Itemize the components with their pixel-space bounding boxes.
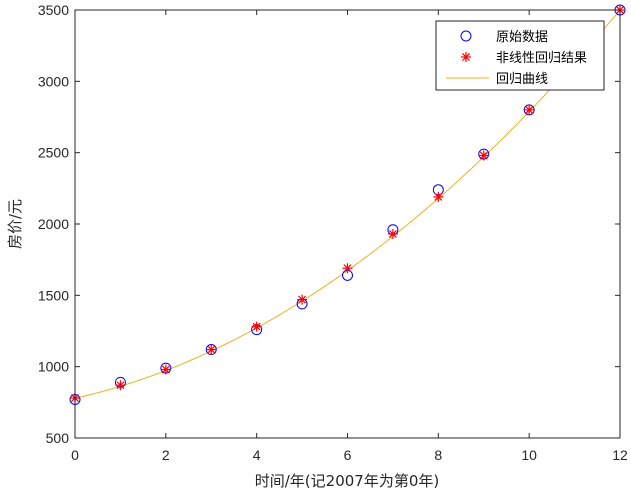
fitted-data-point <box>115 380 126 391</box>
legend-label-fitted: 非线性回归结果 <box>496 51 587 66</box>
y-tick-label: 2500 <box>38 145 69 161</box>
x-tick-label: 4 <box>253 447 261 463</box>
x-tick-label: 0 <box>71 447 79 463</box>
fitted-data-point <box>478 150 489 161</box>
y-tick-label: 3500 <box>38 2 69 18</box>
fitted-data-point <box>251 321 262 332</box>
y-tick-label: 3000 <box>38 73 69 89</box>
x-tick-label: 6 <box>344 447 352 463</box>
fitted-data-point <box>342 263 353 274</box>
axis-ticks: 0 2 4 6 8 10 12 500 1000 1500 2000 2500 3000 3500 <box>38 2 628 463</box>
fitted-data-point <box>524 104 535 115</box>
legend: 原始数据 非线性回归结果 回归曲线 <box>435 20 605 91</box>
fitted-data-point <box>206 344 217 355</box>
fitted-data-point <box>387 228 398 239</box>
legend-circle-marker <box>460 30 472 42</box>
y-tick-label: 1500 <box>38 287 69 303</box>
y-tick-label: 1000 <box>38 359 69 375</box>
fitted-data-point <box>160 364 171 375</box>
x-tick-label: 12 <box>612 447 628 463</box>
legend-asterisk-glyph <box>461 52 471 62</box>
y-tick-label: 2000 <box>38 216 69 232</box>
x-axis-label: 时间/年(记2007年为第0年) <box>255 472 439 490</box>
fitted-data-point <box>433 191 444 202</box>
x-tick-label: 8 <box>434 447 442 463</box>
fitted-data-point <box>297 294 308 305</box>
legend-asterisk-marker <box>461 52 471 62</box>
legend-label-curve: 回归曲线 <box>496 72 548 87</box>
x-tick-label: 2 <box>162 447 170 463</box>
x-tick-label: 10 <box>521 447 537 463</box>
y-tick-label: 500 <box>46 430 70 446</box>
legend-label-raw: 原始数据 <box>496 30 548 45</box>
y-axis-label: 房价/元 <box>6 199 24 249</box>
